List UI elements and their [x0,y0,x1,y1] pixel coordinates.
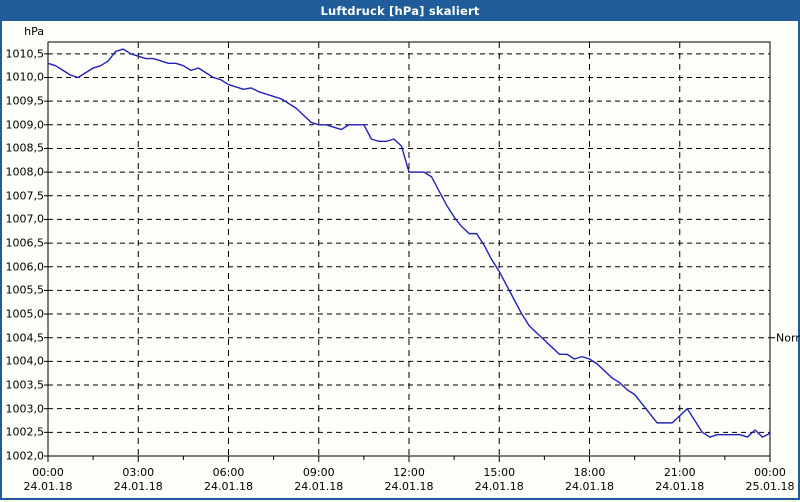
plot-background [48,42,770,456]
axis-ticks [44,53,771,462]
x-axis-time-label: 21:00 [663,466,696,479]
x-axis-time-label: 18:00 [573,466,606,479]
y-axis-tick-label: 1003,5 [5,378,45,392]
x-axis-date-label: 24.01.18 [655,480,705,493]
chart-title: Luftdruck [hPa] skaliert [320,4,480,18]
pressure-line-chart [44,41,775,462]
y-axis-tick-label: 1002,5 [5,425,45,439]
y-axis-tick-label: 1010,0 [5,70,45,84]
x-axis-date-label: 24.01.18 [113,480,163,493]
x-axis-time-label: 00:00 [32,466,64,479]
plot-frame [47,41,771,457]
x-axis-date-label: 24.01.18 [294,480,344,493]
plot-canvas: 1010,5 1010,0 1009,5 1009,0 1008,5 1008,0 1007… [2,21,800,498]
series-layer [47,48,771,438]
x-axis-time-label: 09:00 [302,466,335,479]
x-axis-time-label: 03:00 [122,466,155,479]
y-axis-unit-label: hPa [24,25,44,38]
gridlines [48,42,770,457]
y-axis-tick-label: 1010,5 [5,47,45,61]
y-axis-tick-label: 1003,0 [5,402,45,416]
y-axis-tick-label: 1007,5 [5,189,45,203]
x-axis-date-label: 25.01.18 [745,480,795,493]
x-axis-date-label: 24.01.18 [23,480,73,493]
normal-marker-label: Normal [776,331,800,345]
y-axis-tick-label: 1006,0 [5,260,45,274]
y-axis-tick-label: 1007,0 [5,212,45,226]
y-axis-tick-label: 1004,0 [5,354,45,368]
y-axis-tick-label: 1006,5 [5,236,45,250]
x-axis-date-label: 24.01.18 [204,480,253,493]
y-axis-tick-label: 1004,5 [5,331,45,345]
y-axis-tick-label: 1005,5 [5,283,45,297]
x-axis-time-label: 15:00 [483,466,516,479]
y-axis-tick-label: 1009,5 [5,94,45,108]
y-axis-tick-label: 1008,5 [5,141,45,155]
y-axis-tick-label: 1005,0 [5,307,45,321]
series-line-0 [47,48,771,438]
x-axis-time-label: 06:00 [212,466,245,479]
x-axis-time-label: 12:00 [393,466,425,479]
y-axis-tick-label: 1008,0 [5,165,45,179]
x-axis-date-label: 24.01.18 [565,480,614,493]
x-axis-date-label: 24.01.18 [384,480,434,493]
y-axis-tick-label: 1002,0 [5,449,45,463]
y-axis-tick-label: 1009,0 [5,118,45,132]
x-axis-date-label: 24.01.18 [474,480,524,493]
window-title-bar: Luftdruck [hPa] skaliert [2,2,798,21]
x-axis-time-label: 00:00 [754,466,786,479]
